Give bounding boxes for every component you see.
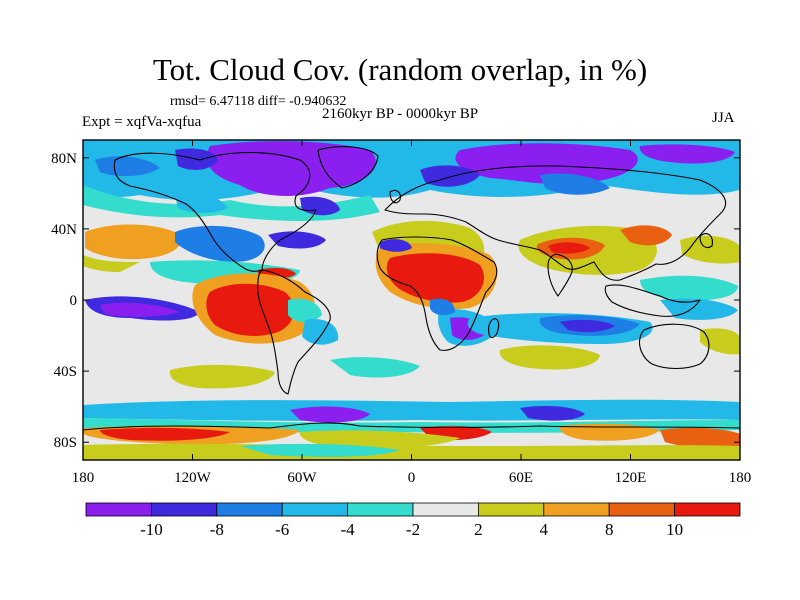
cloud-anomaly-region [660, 427, 740, 449]
colorbar-swatch [216, 502, 283, 517]
colorbar-swatch [477, 502, 545, 517]
colorbar: -10 -8 -6 -4 -2 2 4 8 10 [85, 502, 741, 539]
cloud-anomaly-region [548, 242, 590, 254]
cloud-anomaly-region [380, 239, 412, 252]
coastline-southeast-asia [604, 284, 701, 317]
coastline-south-america [257, 269, 331, 395]
x-tick-label: 180 [72, 470, 95, 486]
coastline-madagascar [488, 318, 500, 339]
cloud-anomaly-region [83, 399, 740, 421]
cloud-anomaly-region [85, 224, 181, 260]
season-label: JJA [712, 110, 735, 126]
cloud-anomaly-region [175, 193, 228, 213]
colorbar-label: 8 [605, 520, 614, 539]
y-tick-label: 80S [54, 435, 77, 451]
y-tick-label: 0 [70, 293, 78, 309]
x-tick-label: 120W [174, 470, 212, 486]
coastline-antarctica [83, 422, 740, 431]
cloud-anomaly-region [560, 319, 615, 333]
colorbar-swatch [674, 502, 741, 517]
colorbar-label: 2 [474, 520, 483, 539]
cloud-anomaly-region [639, 144, 735, 164]
x-tick-label: 60E [509, 470, 533, 486]
cloud-anomaly-region [288, 298, 322, 323]
cloud-anomaly-region [455, 143, 638, 185]
coastlines [83, 146, 740, 431]
stats-label: rmsd= 6.47118 diff= -0.940632 [170, 94, 347, 109]
colorbar-label: 4 [540, 520, 549, 539]
cloud-anomaly-region [700, 328, 740, 355]
coastline-eurasia [384, 165, 727, 281]
cloud-anomaly-region [268, 231, 326, 249]
colorbar-swatch [347, 502, 414, 517]
coastline-north-america [113, 152, 317, 272]
colorbar-label: -10 [140, 520, 163, 539]
cloud-anomaly-region [680, 235, 740, 264]
coastline-britain [389, 189, 401, 204]
x-axis: 180 120W 60W 0 60E 120E 180 [72, 140, 752, 486]
cloud-anomaly-region [330, 357, 420, 378]
cloud-anomaly-region [83, 255, 140, 272]
cloud-anomaly-region [302, 319, 339, 345]
y-axis: 80N 40N 0 40S 80S [51, 151, 740, 451]
colorbar-label: -8 [210, 520, 224, 539]
coastline-india [547, 253, 573, 297]
cloud-anomaly-region [299, 430, 460, 448]
map-plot-area [83, 140, 740, 460]
cloud-anomaly-region [95, 156, 160, 177]
cloud-anomaly-region [175, 225, 265, 262]
x-tick-label: 180 [729, 470, 752, 486]
colorbar-label: -2 [406, 520, 420, 539]
cloud-anomaly-region [206, 141, 376, 196]
cloud-anomaly-region [520, 406, 585, 421]
cloud-anomaly-region [386, 253, 484, 303]
cloud-anomaly-region [499, 345, 600, 370]
colorbar-label: -4 [341, 520, 356, 539]
cloud-anomaly-region [640, 275, 738, 301]
cloud-anomaly-region [540, 173, 610, 195]
y-tick-label: 80N [51, 151, 77, 167]
experiment-label: Expt = xqfVa-xqfua [82, 114, 202, 130]
x-tick-label: 120E [615, 470, 647, 486]
cloud-anomaly-region [169, 364, 275, 389]
colorbar-label: 10 [666, 520, 683, 539]
cloud-anomaly-region [240, 443, 400, 457]
period-label: 2160kyr BP - 0000kyr BP [322, 106, 479, 122]
cloud-anomaly-region [290, 406, 370, 423]
cloud-anomaly-region [206, 283, 294, 336]
cloud-anomaly-region [430, 298, 455, 316]
coastline-africa [376, 236, 498, 351]
coastline-japan [699, 233, 713, 249]
y-tick-label: 40S [54, 364, 77, 380]
x-tick-label: 0 [408, 470, 416, 486]
colorbar-swatch [543, 502, 610, 517]
coastline-greenland [317, 146, 379, 189]
colorbar-label: -6 [275, 520, 289, 539]
colorbar-swatch [281, 502, 349, 517]
cloud-anomaly-region [83, 185, 380, 221]
map-title: Tot. Cloud Cov. (random overlap, in %) [152, 52, 648, 87]
colorbar-swatch [608, 502, 676, 517]
x-tick-label: 60W [287, 470, 317, 486]
y-tick-label: 40N [51, 222, 77, 238]
colorbar-swatch [85, 502, 152, 517]
cloud-anomaly-region [100, 302, 180, 317]
cloud-anomaly-region [100, 427, 230, 441]
coastline-australia [638, 323, 710, 370]
cloud-anomaly-region [620, 225, 672, 246]
colorbar-swatch [150, 502, 218, 517]
cloud-anomaly-region [559, 423, 660, 441]
colorbar-swatch [412, 502, 479, 517]
